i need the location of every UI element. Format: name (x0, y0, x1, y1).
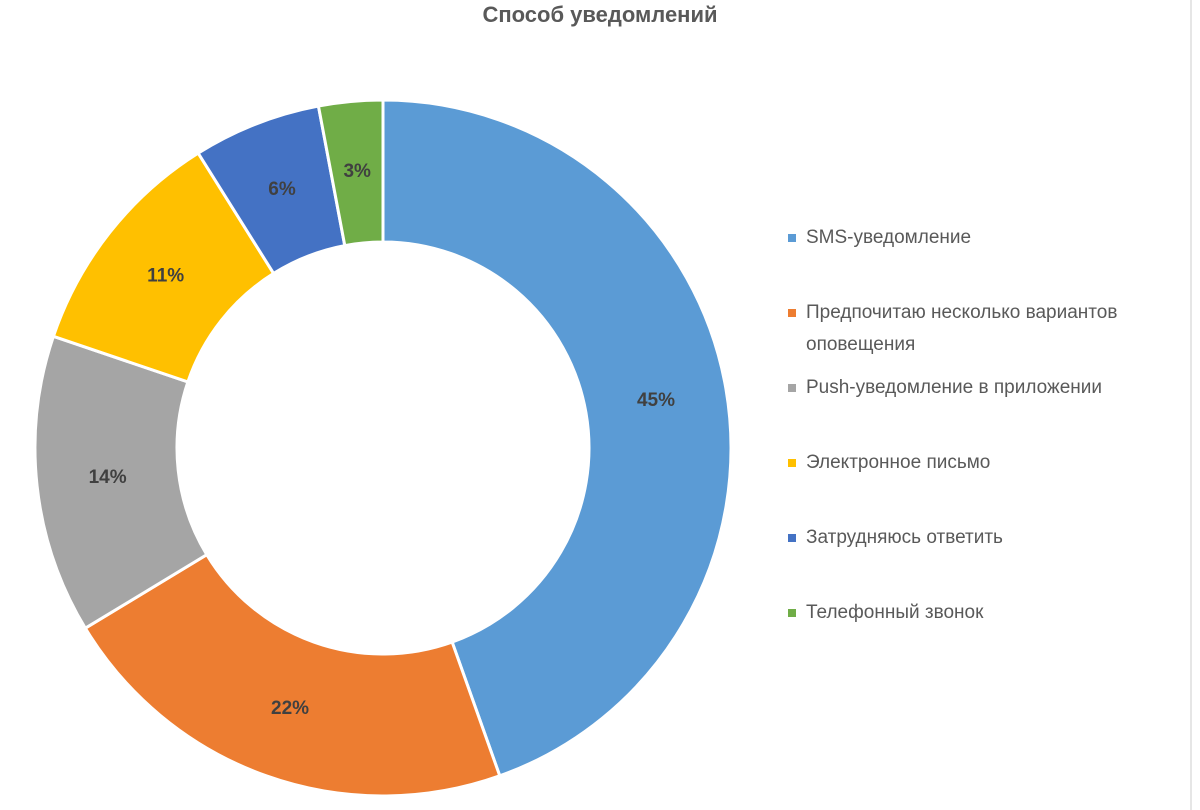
data-label: 11% (147, 265, 184, 286)
legend-label: SMS-уведомление (806, 227, 972, 248)
legend-label: Предпочитаю несколько вариантов оповещен… (806, 302, 1118, 355)
data-label: 3% (343, 161, 371, 182)
legend-item: Телефонный звонок (788, 597, 1188, 629)
data-label: 22% (271, 698, 309, 719)
data-label: 6% (268, 179, 296, 200)
legend-item: SMS-уведомление (788, 222, 1188, 254)
chart-title: Способ уведомлений (482, 2, 718, 27)
legend-item: Затрудняюсь ответить (788, 522, 1188, 554)
donut-slice (316, 98, 385, 248)
legend-item: Электронное письмо (788, 447, 1188, 479)
legend-swatch (788, 384, 796, 392)
legend-label: Телефонный звонок (806, 602, 984, 623)
data-label: 45% (637, 390, 675, 411)
donut-slice (83, 552, 502, 798)
legend-item: Push-уведомление в приложении (788, 372, 1188, 404)
legend-item: Предпочитаю несколько вариантов оповещен… (788, 297, 1188, 361)
legend-swatch (788, 309, 796, 317)
legend-label: Электронное письмо (806, 452, 991, 473)
donut-slice (381, 98, 733, 778)
data-label: 14% (89, 467, 127, 488)
legend-swatch (788, 534, 796, 542)
legend-label: Затрудняюсь ответить (806, 527, 1003, 548)
legend-swatch (788, 609, 796, 617)
legend-swatch (788, 234, 796, 242)
legend-swatch (788, 459, 796, 467)
legend-label: Push-уведомление в приложении (806, 377, 1102, 398)
